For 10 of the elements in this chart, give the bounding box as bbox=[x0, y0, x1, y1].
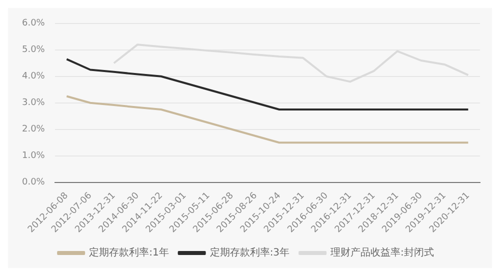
y-tick-label: 5.0% bbox=[22, 45, 46, 56]
y-tick-label: 3.0% bbox=[22, 98, 46, 108]
y-tick-label: 6.0% bbox=[22, 18, 46, 29]
y-tick-label: 0.0% bbox=[22, 178, 46, 188]
legend-label: 定期存款利率:1年 bbox=[89, 246, 169, 259]
y-tick-label: 1.0% bbox=[22, 151, 46, 162]
legend-label: 理财产品收益率:封闭式 bbox=[330, 246, 434, 259]
legend-label: 定期存款利率:3年 bbox=[210, 246, 290, 259]
y-tick-label: 4.0% bbox=[22, 72, 46, 82]
y-tick-label: 2.0% bbox=[22, 124, 46, 135]
